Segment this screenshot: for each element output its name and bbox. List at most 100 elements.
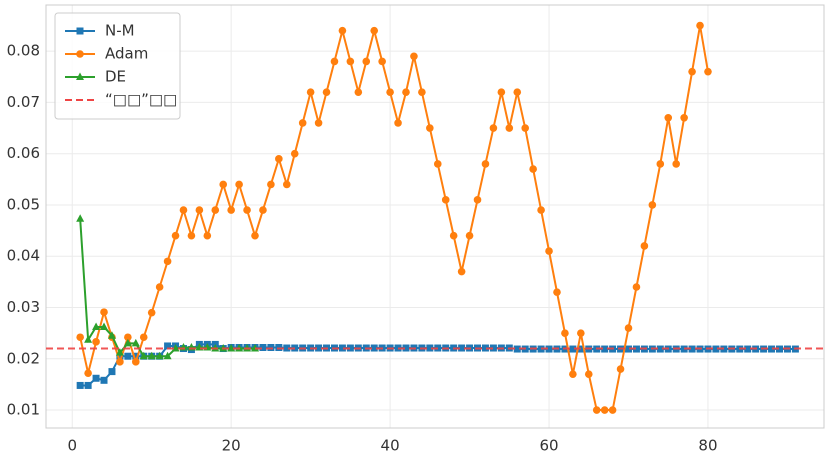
marker bbox=[139, 333, 148, 342]
marker bbox=[346, 57, 355, 66]
marker bbox=[505, 124, 514, 132]
marker bbox=[92, 338, 100, 346]
marker bbox=[115, 348, 124, 356]
marker bbox=[370, 344, 378, 352]
marker bbox=[124, 352, 132, 360]
y-tick-label: 0.04 bbox=[7, 247, 40, 265]
marker bbox=[163, 351, 172, 360]
marker bbox=[251, 231, 259, 240]
marker bbox=[465, 231, 474, 240]
marker bbox=[537, 206, 545, 214]
marker bbox=[370, 26, 379, 35]
marker bbox=[124, 333, 132, 342]
marker bbox=[338, 344, 346, 352]
marker bbox=[306, 88, 315, 96]
marker bbox=[354, 88, 363, 96]
marker bbox=[473, 196, 482, 204]
marker bbox=[513, 88, 522, 96]
marker bbox=[362, 57, 371, 66]
marker bbox=[283, 344, 291, 352]
y-tick-label: 0.02 bbox=[7, 349, 40, 367]
marker bbox=[322, 88, 331, 96]
marker bbox=[275, 155, 283, 163]
marker bbox=[100, 308, 108, 316]
marker bbox=[108, 368, 116, 376]
marker bbox=[116, 352, 124, 360]
marker bbox=[338, 26, 347, 35]
marker bbox=[123, 338, 132, 347]
y-tick-label: 0.03 bbox=[7, 298, 40, 316]
legend: N-M Adam DE “□□”□□ bbox=[54, 12, 181, 120]
marker bbox=[640, 242, 649, 250]
marker bbox=[227, 344, 236, 352]
marker bbox=[457, 267, 466, 276]
marker bbox=[139, 351, 148, 360]
marker bbox=[394, 119, 402, 127]
marker bbox=[76, 214, 85, 222]
marker bbox=[132, 352, 140, 360]
marker bbox=[584, 370, 593, 378]
marker bbox=[601, 345, 609, 353]
y-tick-label: 0.07 bbox=[7, 93, 40, 111]
marker bbox=[155, 283, 164, 291]
marker bbox=[290, 149, 299, 158]
marker bbox=[592, 406, 601, 414]
y-tick-label: 0.05 bbox=[7, 195, 40, 213]
legend-label: Adam bbox=[105, 45, 148, 63]
marker bbox=[346, 344, 354, 352]
marker bbox=[243, 206, 251, 214]
marker bbox=[410, 52, 418, 61]
marker bbox=[768, 345, 776, 353]
marker bbox=[672, 160, 680, 168]
series-line bbox=[79, 218, 256, 358]
legend-label: DE bbox=[105, 68, 126, 86]
x-tick-label: 80 bbox=[698, 437, 717, 455]
marker bbox=[744, 345, 752, 353]
marker bbox=[489, 344, 497, 352]
marker bbox=[680, 114, 688, 122]
x-tick-label: 20 bbox=[222, 437, 241, 455]
marker bbox=[187, 231, 196, 240]
marker bbox=[402, 88, 410, 96]
marker bbox=[227, 206, 235, 214]
marker bbox=[195, 206, 204, 214]
marker bbox=[155, 351, 164, 360]
y-tick-label: 0.01 bbox=[7, 401, 40, 419]
legend-label: “□□”□□ bbox=[105, 91, 177, 109]
marker bbox=[433, 160, 442, 168]
marker bbox=[648, 201, 657, 209]
marker bbox=[84, 381, 92, 389]
marker bbox=[704, 67, 712, 76]
marker bbox=[164, 342, 172, 350]
marker bbox=[100, 376, 108, 384]
marker bbox=[481, 160, 490, 168]
marker bbox=[688, 345, 696, 353]
marker bbox=[100, 322, 109, 330]
marker bbox=[76, 27, 84, 35]
marker bbox=[569, 345, 577, 353]
marker bbox=[664, 114, 673, 122]
marker bbox=[298, 119, 307, 127]
marker bbox=[92, 322, 101, 330]
marker bbox=[441, 196, 450, 204]
x-tick-label: 0 bbox=[67, 437, 77, 455]
marker bbox=[656, 345, 664, 353]
marker bbox=[426, 124, 434, 132]
marker bbox=[84, 335, 93, 343]
marker bbox=[76, 50, 84, 58]
x-tick-label: 40 bbox=[381, 437, 400, 455]
marker bbox=[569, 370, 577, 378]
marker bbox=[632, 345, 640, 353]
marker bbox=[545, 247, 553, 255]
y-tick-label: 0.06 bbox=[7, 144, 40, 162]
marker bbox=[116, 358, 124, 366]
marker bbox=[76, 72, 84, 80]
marker bbox=[688, 67, 696, 76]
marker bbox=[259, 344, 267, 352]
marker bbox=[481, 344, 489, 352]
marker bbox=[513, 345, 521, 353]
marker bbox=[171, 344, 180, 352]
marker bbox=[219, 180, 228, 189]
marker bbox=[315, 344, 323, 352]
marker bbox=[179, 206, 188, 214]
